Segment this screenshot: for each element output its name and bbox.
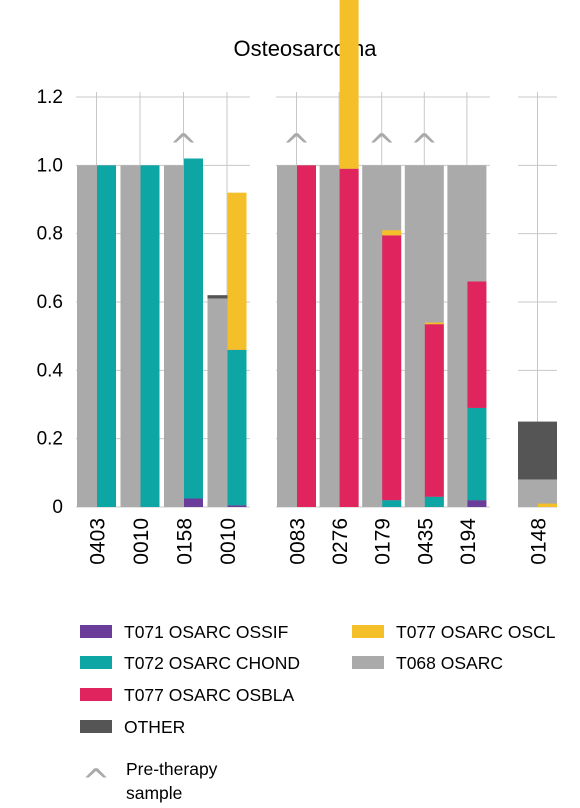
legend-swatch: [80, 688, 112, 701]
x-tick-label: 0158: [174, 518, 197, 565]
legend-item: T068 OSARC: [352, 653, 503, 673]
pre-therapy-markers: ^ ^ ^ ^: [169, 127, 438, 167]
stacked-bar: [164, 158, 203, 508]
pre-therapy-caret: ^: [410, 127, 439, 167]
stacked-bar: [77, 165, 116, 508]
legend-item: T071 OSARC OSSIF: [80, 622, 288, 642]
bar-segment-t077-osarc-osbla: [424, 324, 444, 497]
x-tick-label: 0403: [87, 518, 110, 565]
legend-label: T072 OSARC CHOND: [124, 653, 300, 673]
bar-segment-t077-osarc-osbla: [382, 235, 402, 501]
bar-segment-t071-osarc-ossif: [227, 505, 247, 507]
legend-label: T071 OSARC OSSIF: [124, 622, 288, 642]
bar-segment-t072-osarc-chond: [424, 496, 444, 507]
bars: [77, 0, 557, 508]
legend-label: T077 OSARC OSCL: [396, 622, 556, 642]
bar-segment-t072-osarc-chond: [97, 165, 116, 508]
x-tick-label: 0010: [217, 518, 240, 565]
legend-swatch: [80, 656, 112, 669]
bar-segment-t077-osarc-oscl: [424, 322, 444, 325]
bar-segment-t072-osarc-chond: [382, 500, 402, 507]
x-tick-label: 0010: [130, 518, 153, 565]
x-tick-label: 0083: [287, 518, 310, 565]
bar-segment-t077-osarc-oscl: [538, 503, 557, 507]
x-tick-label: 0435: [414, 518, 437, 565]
legend-item: T077 OSARC OSCL: [352, 622, 556, 642]
legend: T071 OSARC OSSIF T077 OSARC OSCL T072 OSAR…: [80, 622, 556, 803]
y-tick-label: 0.4: [37, 360, 64, 381]
x-tick-label: 0179: [372, 518, 395, 565]
y-tick-label: 1.2: [37, 87, 63, 108]
legend-item: T072 OSARC CHOND: [80, 653, 300, 673]
pre-therapy-caret: ^: [367, 127, 396, 167]
stacked-bar: [277, 165, 316, 508]
y-tick-label: 0.2: [37, 429, 63, 450]
bar-segment-t072-osarc-chond: [467, 407, 487, 501]
bar-segment-other: [518, 421, 557, 480]
legend-swatch: [80, 720, 112, 733]
x-axis-ticks: 0403 0010 0158 0010 0083 0276 0179 0435 0194 0148: [87, 518, 551, 565]
bar-segment-t068: [518, 479, 557, 507]
y-tick-label: 1.0: [37, 155, 63, 176]
bar-segment-other: [207, 295, 247, 299]
y-tick-label: 0.8: [37, 224, 63, 245]
bar-segment-t072-osarc-chond: [227, 349, 247, 506]
y-axis-ticks: 0 0.2 0.4 0.6 0.8 1.0 1.2: [37, 87, 64, 518]
bar-segment-t077-osarc-oscl: [339, 0, 359, 169]
stacked-bar: [518, 421, 557, 507]
legend-swatch: [80, 625, 112, 638]
bar-segment-t077-osarc-osbla: [297, 165, 316, 508]
stacked-bar: [319, 0, 359, 508]
stacked-bar: [404, 165, 444, 508]
pre-therapy-caret: ^: [169, 127, 198, 167]
legend-label: T068 OSARC: [396, 653, 503, 673]
legend-swatch: [352, 656, 384, 669]
bar-segment-t071-osarc-ossif: [184, 498, 203, 507]
bar-segment-t077-osarc-oscl: [227, 192, 247, 350]
pre-therapy-legend-label: Pre-therapy: [126, 759, 218, 779]
x-tick-label: 0194: [457, 518, 480, 565]
stacked-bar: [207, 192, 247, 507]
legend-item: T077 OSARC OSBLA: [80, 685, 295, 705]
bar-segment-t071-osarc-ossif: [467, 500, 487, 507]
bar-segment-t077-osarc-oscl: [382, 230, 402, 236]
bar-segment-t072-osarc-chond: [140, 165, 160, 508]
x-tick-label: 0276: [329, 518, 352, 565]
stacked-bar: [120, 165, 160, 508]
bar-segment-t077-osarc-osbla: [339, 168, 359, 507]
stacked-bar: [362, 165, 402, 508]
pre-therapy-caret-legend: ^: [82, 762, 111, 802]
legend-item: OTHER: [80, 717, 185, 737]
bar-segment-t072-osarc-chond: [184, 158, 203, 499]
stacked-bar: [447, 165, 487, 508]
pre-therapy-caret: ^: [282, 127, 311, 167]
legend-label: OTHER: [124, 717, 185, 737]
x-tick-label: 0148: [528, 518, 551, 565]
legend-label: T077 OSARC OSBLA: [124, 685, 295, 705]
bar-segment-t077-osarc-osbla: [467, 281, 487, 408]
y-tick-label: 0.6: [37, 292, 63, 313]
y-tick-label: 0: [52, 497, 63, 518]
legend-swatch: [352, 625, 384, 638]
legend-item-pre-therapy: ^ Pre-therapy sample: [82, 759, 218, 803]
pre-therapy-legend-label: sample: [126, 783, 182, 803]
